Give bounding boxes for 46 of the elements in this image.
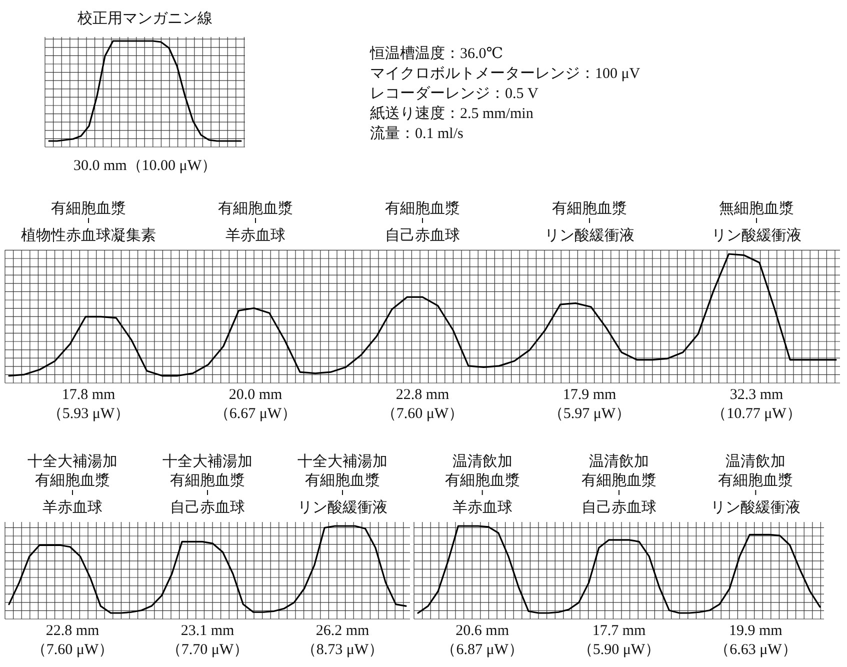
- text: 羊赤血球: [42, 499, 102, 516]
- text: 無細胞血漿: [719, 200, 794, 217]
- text: 有細胞血漿: [718, 472, 794, 489]
- text: 自己赤血球: [170, 499, 245, 516]
- text: 23.1 mm （7.70 μW）: [166, 623, 249, 658]
- text: 有細胞血漿: [218, 200, 293, 217]
- text: 32.3 mm （10.77 μW）: [712, 387, 802, 422]
- text: 温清飲加: [726, 453, 786, 470]
- text: 紙送り速度：2.5 mm/min: [370, 105, 534, 122]
- text: 十全大補湯加: [298, 453, 388, 470]
- text: リン酸緩衝液: [544, 227, 634, 244]
- text: 自己赤血球: [385, 227, 460, 244]
- text: 有細胞血漿: [35, 472, 110, 489]
- text: レコーダーレンジ：0.5 V: [370, 85, 538, 102]
- text: マイクロボルトメーターレンジ：100 μV: [370, 66, 640, 82]
- text: 20.6 mm （6.87 μW）: [441, 623, 524, 658]
- text: リン酸緩衝液: [710, 499, 801, 516]
- text: 有細胞血漿: [385, 200, 460, 217]
- text: 20.0 mm （6.67 μW）: [214, 387, 297, 422]
- text: 17.8 mm （5.93 μW）: [47, 387, 130, 422]
- text: 有細胞血漿: [170, 472, 245, 489]
- text: 植物性赤血球凝集素: [21, 227, 156, 244]
- text: 19.9 mm （6.63 μW）: [714, 623, 797, 658]
- text: 有細胞血漿: [305, 472, 380, 489]
- text: 十全大補湯加: [28, 453, 118, 470]
- text: 流量：0.1 ml/s: [370, 125, 464, 142]
- text: 17.9 mm （5.97 μW）: [548, 387, 631, 422]
- text: 十全大補湯加: [162, 453, 252, 470]
- text: 有細胞血漿: [582, 472, 656, 489]
- text: 自己赤血球: [582, 499, 656, 516]
- text: 有細胞血漿: [51, 200, 126, 217]
- text: 17.7 mm （5.90 μW）: [578, 623, 660, 658]
- text: 30.0 mm（10.00 μW）: [73, 158, 217, 174]
- text: 22.8 mm （7.60 μW）: [31, 623, 114, 658]
- text: 有細胞血漿: [444, 472, 520, 489]
- text: 26.2 mm （8.73 μW）: [301, 623, 384, 658]
- text: リン酸緩衝液: [712, 227, 802, 244]
- text: 温清飲加: [452, 453, 512, 470]
- chart-title: 校正用マンガニン線: [76, 10, 212, 27]
- text: 22.8 mm （7.60 μW）: [381, 387, 464, 422]
- text: 温清飲加: [589, 453, 649, 470]
- text: 羊赤血球: [452, 499, 512, 516]
- text: 羊赤血球: [226, 227, 286, 244]
- text: リン酸緩衝液: [298, 499, 388, 516]
- text: 有細胞血漿: [552, 200, 627, 217]
- text: 恒温槽温度：36.0℃: [369, 45, 504, 62]
